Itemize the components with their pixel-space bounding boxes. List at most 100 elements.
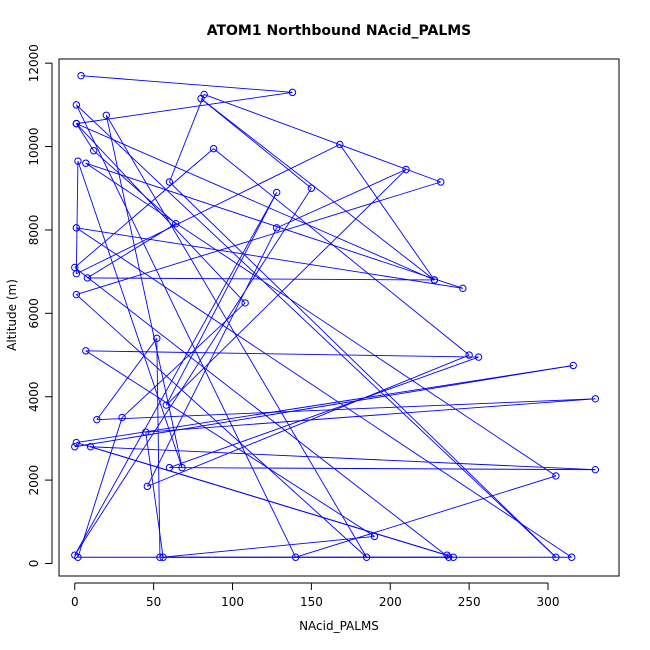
data-point: [402, 165, 410, 174]
x-tick-label: 100: [221, 595, 244, 609]
series-segment: [76, 181, 441, 295]
series-segment: [169, 94, 205, 183]
data-point: [552, 553, 560, 561]
data-point: [72, 119, 81, 128]
data-point: [336, 140, 344, 149]
data-point: [272, 188, 281, 197]
data-point: [165, 178, 174, 186]
y-axis: 0 2000 4000 6000 8000 10000 12000: [27, 44, 53, 568]
y-tick-label: 4000: [27, 381, 41, 412]
series-segment: [339, 144, 435, 281]
data-point: [156, 553, 164, 561]
data-point: [591, 465, 600, 474]
series-segment: [85, 350, 479, 358]
data-point: [72, 290, 81, 299]
x-tick-label: 50: [146, 595, 161, 609]
data-point: [74, 157, 82, 165]
data-point: [159, 553, 167, 561]
data-point: [569, 361, 577, 370]
data-point: [307, 184, 316, 192]
data-point: [178, 463, 186, 472]
data-point: [197, 94, 205, 103]
data-point: [449, 553, 458, 561]
series-segment: [90, 446, 596, 471]
data-point: [93, 415, 101, 424]
data-point: [591, 395, 600, 403]
series-segment: [76, 123, 435, 281]
data-point: [459, 284, 467, 293]
series-segment: [96, 338, 158, 420]
data-point: [72, 101, 81, 109]
series-segment: [76, 294, 367, 558]
series-segment: [276, 169, 407, 229]
series-segment: [203, 94, 441, 183]
series-segment: [81, 75, 293, 93]
series-segment: [76, 123, 246, 304]
x-axis: 0 50 100 150 200 250 300: [71, 582, 560, 609]
series-segment: [169, 356, 479, 469]
data-point: [362, 553, 371, 561]
data-point: [437, 178, 445, 186]
data-point: [102, 111, 111, 119]
series-segment: [169, 467, 596, 471]
series-segment: [74, 365, 574, 448]
y-tick-label: 12000: [27, 44, 41, 82]
series-segment: [200, 98, 312, 189]
series-segment: [74, 188, 312, 556]
series-segment: [147, 354, 470, 487]
data-point: [444, 553, 453, 561]
series-segment: [76, 91, 293, 125]
data-point: [72, 224, 81, 232]
series-segment: [85, 350, 375, 537]
series-segment: [74, 148, 214, 268]
series-segment: [77, 161, 183, 468]
series-segment: [76, 227, 572, 558]
series-segment: [145, 398, 596, 433]
x-tick-label: 200: [379, 595, 402, 609]
series-segment: [169, 181, 557, 558]
data-point: [443, 551, 451, 559]
data-point: [465, 351, 473, 359]
series-lines: [74, 75, 596, 558]
series-segment: [156, 338, 161, 558]
series-segment: [77, 417, 123, 558]
series-segment: [96, 398, 596, 421]
data-point: [72, 438, 81, 447]
series-segment: [75, 104, 297, 558]
series-points: [71, 71, 600, 561]
data-point: [82, 347, 90, 355]
series-segment: [75, 161, 79, 274]
x-tick-label: 250: [458, 595, 481, 609]
data-point: [241, 299, 249, 307]
series-segment: [76, 227, 463, 289]
data-point: [153, 334, 161, 343]
chart-title: ATOM1 Northbound NAcid_PALMS: [207, 23, 472, 39]
series-segment: [87, 223, 176, 279]
series-segment: [163, 535, 375, 558]
data-point: [272, 224, 281, 232]
data-point: [209, 144, 218, 153]
data-point: [90, 147, 98, 155]
x-tick-label: 300: [537, 595, 560, 609]
data-point: [165, 463, 174, 472]
series-segment: [213, 148, 470, 356]
series-segment: [165, 192, 278, 406]
data-point: [552, 472, 560, 480]
data-point: [430, 276, 439, 284]
series-segment: [165, 169, 407, 406]
data-point: [82, 159, 90, 167]
series-segment: [200, 98, 435, 281]
series-segment: [76, 442, 454, 558]
data-point: [86, 443, 95, 451]
data-point: [474, 353, 483, 361]
series-segment: [146, 227, 278, 487]
y-tick-label: 0: [27, 560, 41, 568]
data-point: [77, 71, 85, 80]
data-point: [288, 88, 297, 97]
series-segment: [145, 432, 164, 558]
y-tick-label: 10000: [27, 127, 41, 165]
data-point: [370, 532, 379, 541]
series-segment: [76, 365, 574, 444]
data-point: [71, 443, 79, 451]
